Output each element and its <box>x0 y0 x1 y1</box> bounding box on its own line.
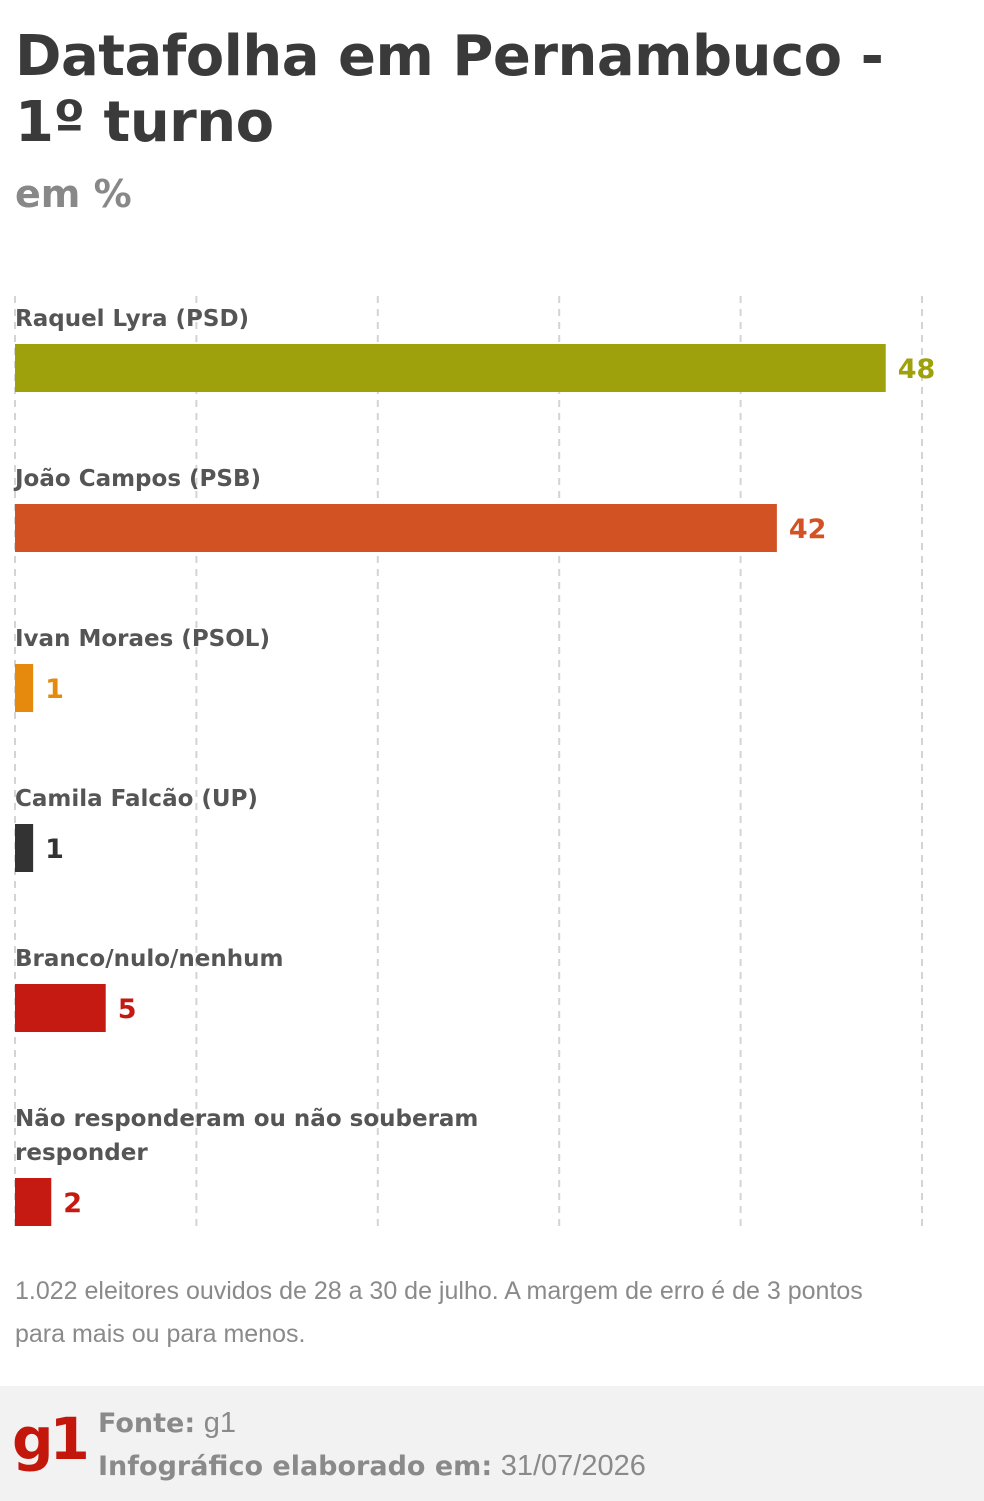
chart-title: Datafolha em Pernambuco - 1º turno <box>15 24 884 155</box>
bar-chart: Raquel Lyra (PSD) 48 João Campos (PSB) 42 Iv… <box>13 296 935 1232</box>
value-label: 42 <box>789 514 827 545</box>
bar <box>15 344 886 392</box>
source-line: Fonte: g1 <box>98 1402 646 1445</box>
category-label: João Campos (PSB) <box>13 466 261 492</box>
date-label: Infográfico elaborado em: <box>98 1451 493 1482</box>
value-label: 5 <box>118 994 137 1025</box>
date-value: 31/07/2026 <box>500 1450 646 1482</box>
category-label: Não responderam ou não souberam <box>15 1106 478 1132</box>
source-value: g1 <box>203 1407 236 1439</box>
bar <box>15 504 777 552</box>
bar <box>15 824 34 872</box>
bar <box>15 984 106 1032</box>
value-label: 1 <box>45 834 64 865</box>
footer-credits: Fonte: g1 Infográfico elaborado em: 31/0… <box>98 1402 646 1488</box>
grid-lines <box>14 296 923 1232</box>
category-label: Ivan Moraes (PSOL) <box>15 626 270 652</box>
date-line: Infográfico elaborado em: 31/07/2026 <box>98 1445 646 1488</box>
bar <box>15 1178 52 1226</box>
category-label: Camila Falcão (UP) <box>15 786 258 812</box>
methodology-note: 1.022 eleitores ouvidos de 28 a 30 de ju… <box>15 1277 863 1348</box>
g1-logo: g1 <box>12 1405 90 1473</box>
value-label: 48 <box>898 354 936 385</box>
category-label: Raquel Lyra (PSD) <box>15 306 249 332</box>
bar <box>15 664 34 712</box>
source-label: Fonte: <box>98 1408 196 1439</box>
value-label: 2 <box>63 1188 82 1219</box>
value-label: 1 <box>45 674 64 705</box>
category-label: responder <box>15 1140 148 1166</box>
footer: g1 Fonte: g1 Infográfico elaborado em: 3… <box>0 1386 984 1501</box>
bars: Raquel Lyra (PSD) 48 João Campos (PSB) 42 Iv… <box>13 306 935 1226</box>
category-label: Branco/nulo/nenhum <box>15 946 284 972</box>
chart-subtitle: em % <box>15 172 132 216</box>
